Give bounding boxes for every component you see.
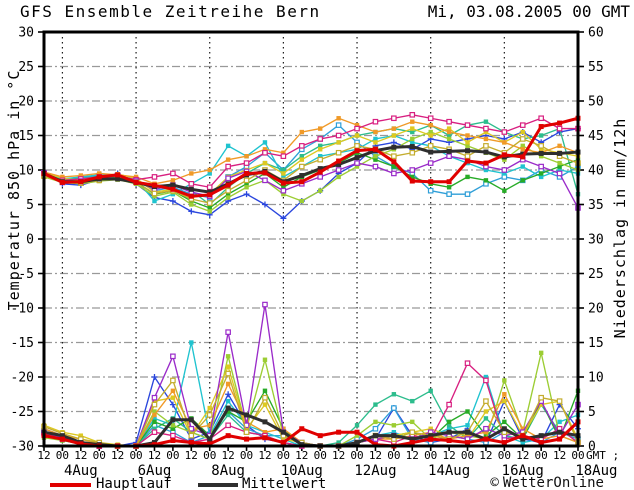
svg-text:00: 00 (56, 449, 69, 462)
svg-text:-15: -15 (11, 336, 34, 351)
svg-text:12: 12 (222, 449, 235, 462)
svg-text:12: 12 (516, 449, 529, 462)
svg-text:30: 30 (18, 26, 34, 41)
svg-text:8Aug: 8Aug (211, 463, 245, 479)
credit-text: WetterOnline (502, 475, 604, 490)
svg-text:45: 45 (588, 129, 604, 144)
hauptlauf-line-swatch (50, 483, 91, 487)
svg-text:00: 00 (350, 449, 363, 462)
svg-text:12: 12 (406, 449, 419, 462)
svg-text:00: 00 (93, 449, 106, 462)
svg-text:60: 60 (588, 26, 604, 41)
mittelwert-line-swatch (198, 483, 238, 487)
day-labels: 4Aug 6Aug 8Aug 10Aug 12Aug 14Aug 16Aug 18Aug (64, 463, 618, 479)
left-axis-tick-labels: 30 25 20 15 10 5 0 -5 -10 -15 -20 -25 -30 (11, 26, 34, 455)
chart-title: GFS Ensemble Zeitreihe Bern (20, 2, 321, 21)
svg-text:00: 00 (387, 449, 400, 462)
svg-text:30: 30 (588, 233, 604, 248)
svg-text:25: 25 (18, 60, 34, 75)
svg-text:10Aug: 10Aug (281, 463, 323, 479)
credit: © WetterOnline (490, 475, 604, 490)
plot-frame (42, 30, 580, 448)
ensemble-11-series-line (41, 370, 581, 449)
gmt-label: GMT ; (586, 449, 619, 462)
svg-text:-25: -25 (11, 405, 34, 420)
svg-text:40: 40 (588, 164, 604, 179)
svg-text:4Aug: 4Aug (64, 463, 98, 479)
chart-run-datetime: Mi, 03.08.2005 00 GMT (427, 2, 630, 21)
svg-text:5: 5 (588, 405, 596, 420)
svg-text:20: 20 (18, 95, 34, 110)
svg-text:5: 5 (26, 198, 34, 213)
svg-text:35: 35 (588, 198, 604, 213)
svg-text:-20: -20 (11, 371, 34, 386)
svg-text:12Aug: 12Aug (354, 463, 396, 479)
legend-label-mittelwert: Mittelwert (242, 476, 327, 490)
svg-text:00: 00 (203, 449, 216, 462)
svg-text:-10: -10 (11, 302, 34, 317)
svg-text:6Aug: 6Aug (138, 463, 172, 479)
svg-text:12: 12 (37, 449, 50, 462)
svg-text:55: 55 (588, 60, 604, 75)
svg-text:15: 15 (18, 129, 34, 144)
svg-text:-5: -5 (18, 267, 34, 282)
svg-text:00: 00 (461, 449, 474, 462)
svg-text:12: 12 (258, 449, 271, 462)
svg-text:00: 00 (129, 449, 142, 462)
svg-text:16Aug: 16Aug (502, 463, 544, 479)
svg-text:20: 20 (588, 302, 604, 317)
svg-text:12: 12 (295, 449, 308, 462)
svg-text:18Aug: 18Aug (575, 463, 617, 479)
legend-label-hauptlauf: Hauptlauf (96, 476, 172, 490)
svg-text:10: 10 (588, 371, 604, 386)
svg-text:12: 12 (74, 449, 87, 462)
svg-text:10: 10 (18, 164, 34, 179)
svg-text:0: 0 (588, 440, 596, 455)
hauptlauf-series-line (41, 115, 581, 199)
svg-text:12: 12 (479, 449, 492, 462)
horizontal-gridlines (44, 65, 578, 413)
svg-text:00: 00 (498, 449, 511, 462)
svg-text:12: 12 (185, 449, 198, 462)
svg-text:25: 25 (588, 267, 604, 282)
svg-text:00: 00 (314, 449, 327, 462)
svg-text:-30: -30 (11, 440, 34, 455)
svg-text:00: 00 (535, 449, 548, 462)
svg-text:12: 12 (442, 449, 455, 462)
svg-text:00: 00 (240, 449, 253, 462)
wetteronline-logo-icon: © (490, 475, 499, 490)
svg-text:50: 50 (588, 95, 604, 110)
svg-text:00: 00 (166, 449, 179, 462)
svg-text:12: 12 (332, 449, 345, 462)
svg-text:12: 12 (369, 449, 382, 462)
svg-text:12: 12 (148, 449, 161, 462)
svg-text:12: 12 (553, 449, 566, 462)
ensemble-8-series-line (41, 381, 581, 449)
svg-text:00: 00 (277, 449, 290, 462)
svg-text:12: 12 (111, 449, 124, 462)
svg-text:0: 0 (26, 233, 34, 248)
svg-text:00: 00 (571, 449, 584, 462)
svg-text:14Aug: 14Aug (428, 463, 470, 479)
svg-text:15: 15 (588, 336, 604, 351)
x-axis-tick-labels: 12 00 12 00 12 00 12 00 12 00 12 00 12 00 12 00 12 00 12 00… (37, 449, 584, 462)
vertical-gridlines (61, 32, 505, 446)
svg-text:00: 00 (424, 449, 437, 462)
